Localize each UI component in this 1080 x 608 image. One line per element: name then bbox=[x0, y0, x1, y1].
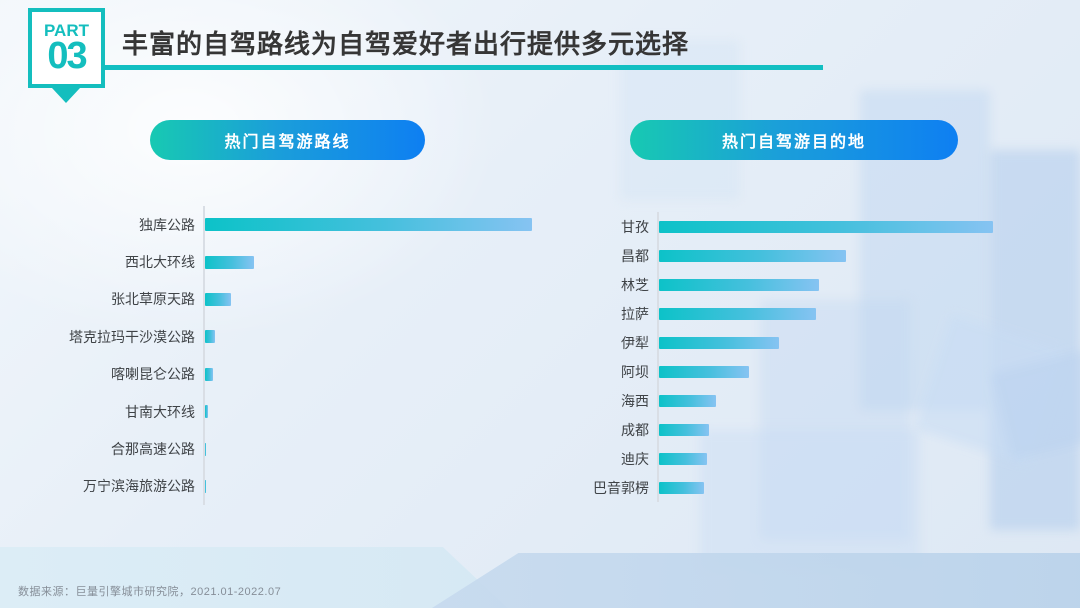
part-badge-number: 03 bbox=[47, 34, 87, 77]
bar bbox=[659, 365, 750, 378]
bottom-decorative-band bbox=[432, 553, 1080, 608]
bar bbox=[659, 336, 780, 349]
background-building-shape bbox=[760, 300, 910, 540]
category-label: 甘孜 bbox=[621, 218, 649, 235]
bar-track bbox=[657, 444, 1060, 473]
bar bbox=[659, 394, 716, 407]
bar-track bbox=[657, 357, 1060, 386]
category-label: 阿坝 bbox=[621, 363, 649, 380]
chart-row: 甘南大环线 bbox=[30, 392, 560, 431]
bar-track bbox=[657, 473, 1060, 502]
routes-bar-chart: 独库公路西北大环线张北草原天路塔克拉玛干沙漠公路喀喇昆仑公路甘南大环线合那高速公… bbox=[30, 206, 560, 506]
part-badge-pointer bbox=[52, 88, 80, 103]
category-label: 合那高速公路 bbox=[111, 441, 195, 458]
bottom-decorative-band bbox=[0, 547, 508, 608]
chart-row: 甘孜 bbox=[575, 212, 1060, 241]
bar bbox=[659, 423, 710, 436]
category-label: 迪庆 bbox=[621, 450, 649, 467]
bar-track bbox=[657, 328, 1060, 357]
bar-track bbox=[203, 467, 560, 506]
bar-track bbox=[203, 206, 560, 244]
category-label: 西北大环线 bbox=[125, 254, 195, 271]
bar-track bbox=[203, 280, 560, 319]
destinations-chart-title: 热门自驾游目的地 bbox=[721, 134, 866, 151]
bar-track bbox=[203, 243, 560, 281]
bar-track bbox=[657, 299, 1060, 328]
bar-track bbox=[657, 270, 1060, 299]
category-label: 张北草原天路 bbox=[111, 291, 195, 308]
bar bbox=[659, 249, 847, 262]
chart-row: 成都 bbox=[575, 415, 1060, 444]
category-label: 喀喇昆仑公路 bbox=[111, 366, 195, 383]
category-label: 伊犁 bbox=[621, 334, 649, 351]
category-label: 甘南大环线 bbox=[125, 403, 195, 420]
chart-row: 伊犁 bbox=[575, 328, 1060, 357]
bar-track bbox=[203, 355, 560, 393]
bar bbox=[205, 479, 206, 493]
chart-row: 昌都 bbox=[575, 241, 1060, 270]
category-label: 巴音郭楞 bbox=[593, 479, 649, 496]
chart-row: 拉萨 bbox=[575, 299, 1060, 328]
chart-row: 西北大环线 bbox=[30, 243, 560, 281]
category-label: 塔克拉玛干沙漠公路 bbox=[69, 328, 195, 345]
bar bbox=[205, 367, 214, 381]
routes-chart-title-pill: 热门自驾游路线 bbox=[150, 120, 425, 160]
bar-track bbox=[203, 318, 560, 356]
chart-row: 喀喇昆仑公路 bbox=[30, 355, 560, 393]
bar-track bbox=[203, 430, 560, 468]
category-label: 昌都 bbox=[621, 247, 649, 264]
bar bbox=[205, 405, 209, 419]
chart-row: 海西 bbox=[575, 386, 1060, 415]
bar bbox=[205, 442, 207, 456]
bar bbox=[659, 220, 993, 233]
bar bbox=[659, 307, 816, 320]
chart-row: 巴音郭楞 bbox=[575, 473, 1060, 502]
bar-track bbox=[657, 212, 1060, 241]
bar bbox=[205, 218, 532, 232]
bar bbox=[205, 255, 255, 269]
routes-chart-title: 热门自驾游路线 bbox=[224, 134, 351, 151]
chart-row: 独库公路 bbox=[30, 206, 560, 244]
chart-row: 迪庆 bbox=[575, 444, 1060, 473]
category-label: 林芝 bbox=[621, 276, 649, 293]
page-title: 丰富的自驾路线为自驾爱好者出行提供多元选择 bbox=[122, 29, 690, 59]
background-building-shape bbox=[700, 430, 920, 570]
chart-row: 阿坝 bbox=[575, 357, 1060, 386]
data-source-note: 数据来源：巨量引擎城市研究院，2021.01-2022.07 bbox=[18, 586, 282, 598]
category-label: 海西 bbox=[621, 392, 649, 409]
bar bbox=[205, 330, 215, 344]
chart-row: 林芝 bbox=[575, 270, 1060, 299]
category-label: 拉萨 bbox=[621, 305, 649, 322]
title-underline bbox=[104, 65, 823, 70]
category-label: 成都 bbox=[621, 421, 649, 438]
chart-row: 合那高速公路 bbox=[30, 430, 560, 468]
bar-track bbox=[657, 386, 1060, 415]
bar-track bbox=[657, 415, 1060, 444]
category-label: 万宁滨海旅游公路 bbox=[83, 478, 195, 495]
bar-track bbox=[657, 241, 1060, 270]
destinations-chart-title-pill: 热门自驾游目的地 bbox=[630, 120, 958, 160]
destinations-bar-chart: 甘孜昌都林芝拉萨伊犁阿坝海西成都迪庆巴音郭楞 bbox=[575, 212, 1060, 502]
bar bbox=[659, 481, 705, 494]
chart-row: 张北草原天路 bbox=[30, 280, 560, 319]
bar bbox=[205, 292, 232, 306]
part-badge: PART 03 bbox=[28, 8, 105, 88]
bar-track bbox=[203, 392, 560, 431]
category-label: 独库公路 bbox=[139, 216, 195, 233]
bar bbox=[659, 278, 820, 291]
bar bbox=[659, 452, 708, 465]
chart-row: 塔克拉玛干沙漠公路 bbox=[30, 318, 560, 356]
chart-row: 万宁滨海旅游公路 bbox=[30, 467, 560, 506]
